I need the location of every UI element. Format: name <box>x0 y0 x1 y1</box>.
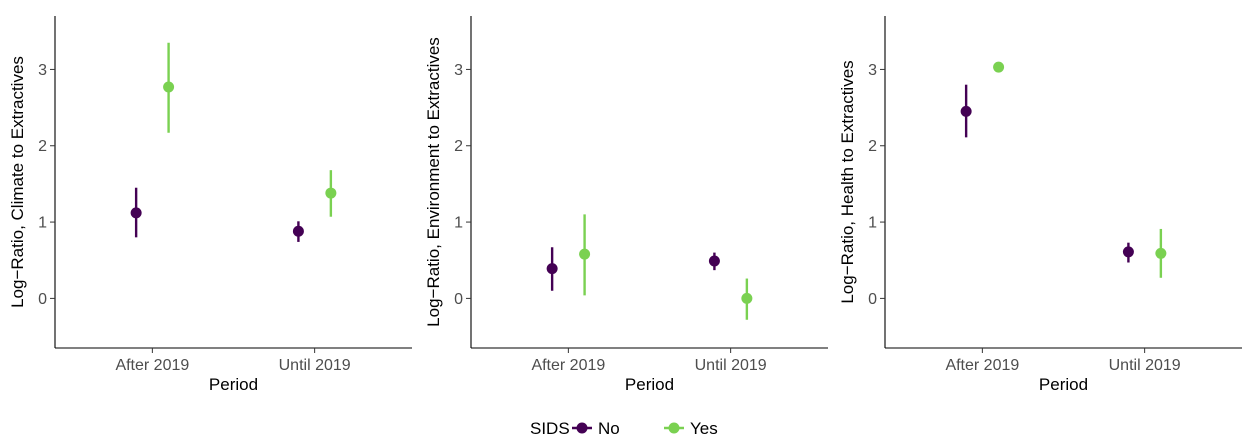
point-no <box>960 105 972 117</box>
point-no <box>130 207 142 219</box>
x-tick-label: Until 2019 <box>1109 357 1181 374</box>
point-yes <box>993 61 1005 73</box>
legend-key-point-no <box>576 422 588 434</box>
legend-title: SIDS <box>530 419 570 438</box>
y-tick-label: 0 <box>38 291 47 308</box>
y-tick-label: 0 <box>454 291 463 308</box>
x-axis-title: Period <box>209 375 258 394</box>
legend: SIDS No Yes <box>530 419 718 438</box>
legend-label-no: No <box>598 419 620 438</box>
y-tick-label: 2 <box>38 138 47 155</box>
legend-key-point-yes <box>668 422 680 434</box>
point-yes <box>579 248 591 260</box>
y-tick-label: 3 <box>38 62 47 79</box>
x-tick-label: Until 2019 <box>695 357 767 374</box>
point-yes <box>1155 247 1167 259</box>
x-tick-label: Until 2019 <box>279 357 351 374</box>
y-axis-title: Log−Ratio, Environment to Extractives <box>424 37 443 327</box>
x-tick-label: After 2019 <box>115 357 189 374</box>
y-axis-title: Log−Ratio, Climate to Extractives <box>8 56 27 308</box>
point-yes <box>325 187 337 199</box>
point-no <box>292 225 304 237</box>
y-tick-label: 2 <box>454 138 463 155</box>
x-axis-title: Period <box>1039 375 1088 394</box>
y-tick-label: 3 <box>868 62 877 79</box>
y-tick-label: 1 <box>454 215 463 232</box>
legend-label-yes: Yes <box>690 419 718 438</box>
y-tick-label: 1 <box>868 215 877 232</box>
point-no <box>1122 246 1134 258</box>
chart-panel-3: 0 1 2 3 After 2019 Until 2019 Period Log−Ratio,… <box>838 16 1242 394</box>
chart-panel-1: 0 1 2 3 After 2019 Until 2019 Period Log−Ratio,… <box>8 16 412 394</box>
point-no <box>546 263 558 275</box>
chart-panel-2: 0 1 2 3 After 2019 Until 2019 Period Log−Ratio,… <box>424 16 828 394</box>
point-no <box>708 255 720 267</box>
x-tick-label: After 2019 <box>531 357 605 374</box>
point-yes <box>163 81 175 93</box>
y-tick-label: 1 <box>38 215 47 232</box>
y-tick-label: 2 <box>868 138 877 155</box>
y-tick-label: 3 <box>454 62 463 79</box>
y-axis-title: Log−Ratio, Health to Extractives <box>838 60 857 303</box>
x-axis-title: Period <box>625 375 674 394</box>
y-tick-label: 0 <box>868 291 877 308</box>
x-tick-label: After 2019 <box>945 357 1019 374</box>
point-yes <box>741 292 753 304</box>
